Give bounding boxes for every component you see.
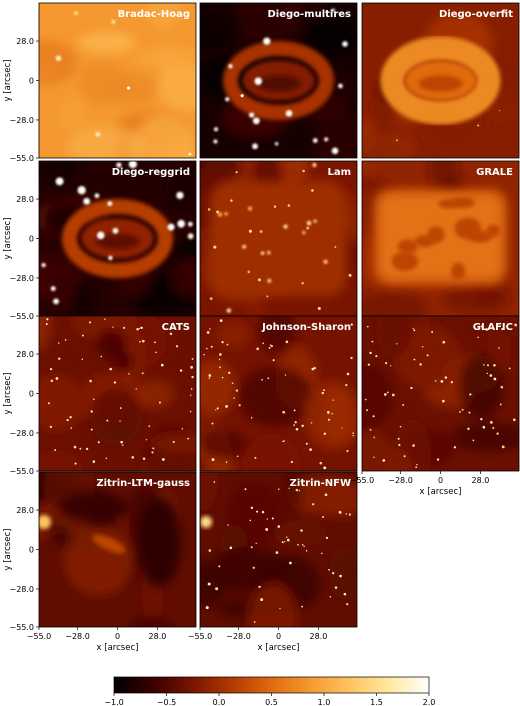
panel-map [200, 3, 357, 158]
colorbar-tick-label: −0.5 [157, 698, 176, 706]
y-tick-label: −55.0 [9, 154, 34, 163]
y-tick-label: 28.0 [16, 37, 34, 46]
x-tick-label: 0 [115, 632, 120, 641]
x-axis-label: x [arcsec] [258, 643, 300, 653]
y-tick-label: 0 [29, 546, 34, 555]
y-tick-label: 28.0 [16, 350, 34, 359]
y-tick-label: 28.0 [16, 506, 34, 515]
panel-title: Johnson-Sharon [261, 322, 351, 333]
panel-map [39, 3, 196, 158]
panel-lam: Lam [199, 160, 358, 317]
panel-diego-reggrid: Diego-reggrid [38, 160, 197, 317]
x-axis-label: x [arcsec] [420, 487, 462, 497]
y-tick-label: 0 [29, 390, 34, 399]
y-tick-label: −55.0 [9, 312, 34, 321]
x-tick-label: 0 [438, 476, 443, 485]
point-sources [207, 162, 352, 313]
y-tick-label: 0 [29, 77, 34, 86]
point-sources [205, 481, 351, 623]
y-axis-label: y [arcsec] [3, 373, 13, 415]
panel-frame [199, 315, 358, 472]
panel-title: Lam [327, 167, 351, 178]
x-tick-label: 0 [276, 632, 281, 641]
panel-johnson-sharon: Johnson-Sharon [199, 315, 358, 472]
panel-map [362, 316, 519, 471]
y-tick-label: 28.0 [16, 195, 34, 204]
x-tick-label: 28.0 [472, 476, 490, 485]
colorbar-tick-label: 1.0 [318, 698, 331, 706]
panel-frame [361, 2, 520, 159]
panel-title: Diego-overfit [439, 9, 513, 20]
panel-map [39, 161, 196, 316]
panel-cats: CATS [38, 315, 197, 472]
y-axis-label: y [arcsec] [3, 218, 13, 260]
panel-title: CATS [162, 322, 190, 333]
point-sources [41, 161, 194, 305]
panel-frame [199, 2, 358, 159]
x-tick-label: −55.0 [27, 632, 52, 641]
x-tick-label: −55.0 [188, 632, 213, 641]
panel-zitrin-nfw: Zitrin-NFW [199, 471, 358, 628]
x-tick-label: −28.0 [388, 476, 413, 485]
axes-annotations: 28.0 0 −28.0 −55.0 y [arcsec] 28.0 0 −28.0 −55.0… [3, 37, 489, 653]
panel-title: Zitrin-NFW [290, 478, 351, 489]
colorbar-bar [113, 676, 430, 694]
panel-title: GLAFIC [473, 322, 513, 333]
panel-grid: Bradac-Hoag Diego-multires Diego-overfit Di… [38, 2, 520, 628]
y-axis-label: y [arcsec] [3, 60, 13, 102]
panel-grale: GRALE [361, 160, 520, 317]
colorbar-tick-label: 0.0 [213, 698, 226, 706]
y-tick-label: −55.0 [9, 623, 34, 632]
point-sources [55, 11, 192, 156]
panel-title: Zitrin-LTM-gauss [96, 478, 190, 489]
colorbar-tick-label: 2.0 [423, 698, 436, 706]
colorbar-tick-label: −1.0 [104, 698, 123, 706]
panel-diego-multires: Diego-multires [199, 2, 358, 159]
y-tick-label: −28.0 [9, 274, 34, 283]
y-tick-label: −28.0 [9, 116, 34, 125]
panel-map [39, 316, 196, 471]
panel-map [362, 161, 519, 316]
point-sources [203, 319, 354, 470]
panel-map [200, 161, 357, 316]
panel-title: Bradac-Hoag [118, 9, 190, 20]
panel-title: Diego-multires [267, 9, 351, 20]
x-tick-label: −28.0 [65, 632, 90, 641]
point-sources [213, 8, 348, 155]
colorbar-tick-label: 1.5 [370, 698, 383, 706]
point-sources [396, 110, 501, 142]
panel-zitrin-ltm-gauss: Zitrin-LTM-gauss [38, 471, 197, 628]
panel-glafic: GLAFIC [361, 315, 520, 472]
panel-map [200, 472, 357, 627]
point-sources [364, 323, 518, 469]
x-tick-label: 28.0 [149, 632, 167, 641]
panel-bradac-hoag: Bradac-Hoag [38, 2, 197, 159]
panel-diego-overfit: Diego-overfit [361, 2, 520, 159]
y-tick-label: −28.0 [9, 585, 34, 594]
y-axis-label: y [arcsec] [3, 529, 13, 571]
x-tick-label: −55.0 [350, 476, 375, 485]
x-tick-label: −28.0 [226, 632, 251, 641]
y-tick-label: −28.0 [9, 429, 34, 438]
point-sources [45, 318, 194, 465]
panel-map [200, 316, 357, 471]
panel-map [39, 472, 196, 627]
panel-title: GRALE [476, 167, 513, 178]
y-tick-label: 0 [29, 235, 34, 244]
x-tick-label: 28.0 [310, 632, 328, 641]
colorbar-tick-label: 0.5 [265, 698, 278, 706]
panel-title: Diego-reggrid [112, 167, 190, 178]
y-tick-label: −55.0 [9, 467, 34, 476]
x-axis-label: x [arcsec] [97, 643, 139, 653]
colorbar: −1.0 −0.5 0.0 0.5 1.0 1.5 2.0 [104, 676, 436, 706]
panel-map [362, 3, 519, 158]
